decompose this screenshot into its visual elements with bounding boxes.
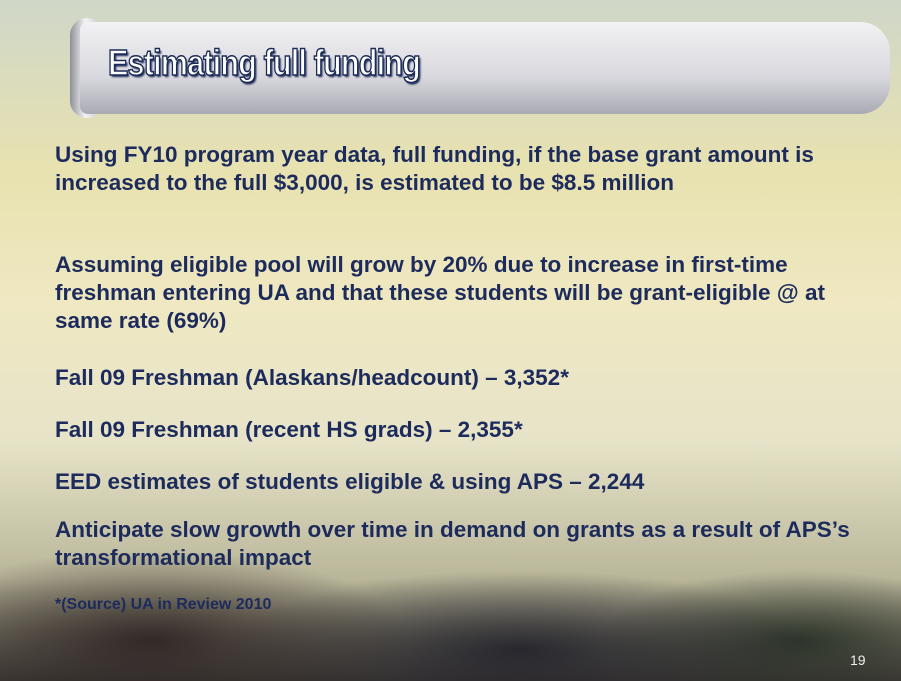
bullet: EED estimates of students eligible & usi…: [55, 469, 645, 494]
title-banner: [80, 22, 890, 114]
bullet: Fall 09 Freshman (recent HS grads) – 2,3…: [55, 417, 523, 442]
footnote: *(Source) UA in Review 2010: [55, 596, 272, 613]
bullet: Fall 09 Freshman (Alaskans/headcount) – …: [55, 365, 569, 390]
slide-title: Estimating full funding: [107, 41, 421, 84]
bullet: Anticipate slow growth over time in dema…: [55, 517, 850, 570]
bullet: Assuming eligible pool will grow by 20% …: [55, 252, 825, 333]
bullet: Using FY10 program year data, full fundi…: [55, 142, 814, 195]
page-number: 19: [850, 652, 866, 668]
